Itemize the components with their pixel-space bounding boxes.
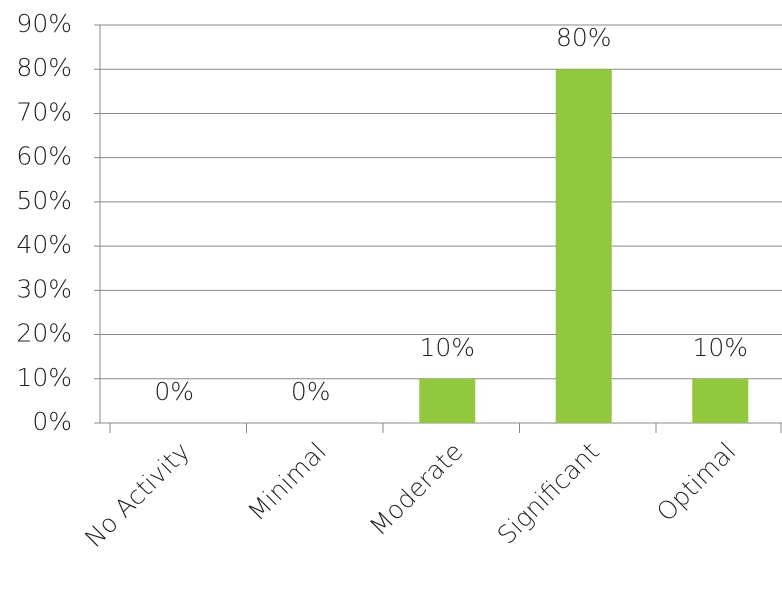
x-tick-label: Significant <box>492 437 605 550</box>
data-label: 0% <box>291 377 331 406</box>
y-tick-label: 30% <box>16 274 72 303</box>
y-tick-label: 90% <box>16 9 72 38</box>
bar <box>555 69 612 423</box>
bar <box>692 378 749 423</box>
y-tick-label: 50% <box>16 186 72 215</box>
data-label: 10% <box>692 333 748 362</box>
x-tick-label: Minimal <box>242 437 332 527</box>
x-tick-label: Optimal <box>651 437 741 527</box>
x-tick-label: Moderate <box>364 437 469 542</box>
y-tick-label: 80% <box>16 53 72 82</box>
y-tick-label: 20% <box>16 319 72 348</box>
y-tick-label: 0% <box>32 407 72 436</box>
data-label: 10% <box>419 333 475 362</box>
y-tick-label: 40% <box>16 230 72 259</box>
y-tick-label: 70% <box>16 97 72 126</box>
data-label: 80% <box>556 23 612 52</box>
x-tick-label: No Activity <box>79 437 195 553</box>
data-label: 0% <box>154 377 194 406</box>
y-tick-label: 60% <box>16 142 72 171</box>
bar <box>419 378 476 423</box>
y-tick-label: 10% <box>16 363 72 392</box>
